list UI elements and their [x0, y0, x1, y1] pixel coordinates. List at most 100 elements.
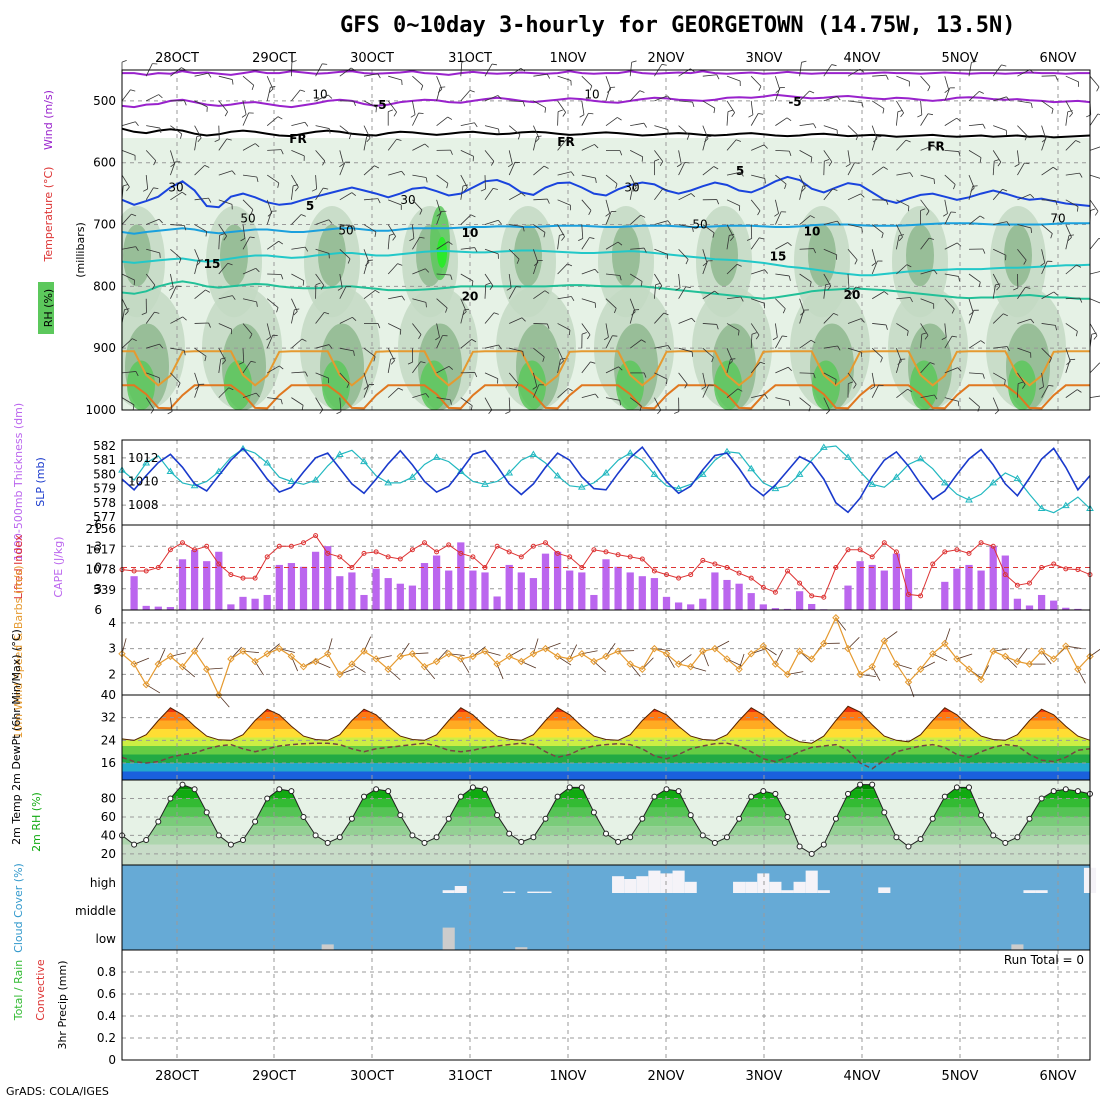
- wind-barb: [847, 347, 862, 353]
- wind-barb: [775, 87, 781, 102]
- li-marker: [1075, 567, 1081, 573]
- wind-barb-feather: [658, 285, 663, 291]
- wind-barb: [920, 394, 935, 399]
- li-marker: [772, 589, 778, 595]
- wind-barb-feather: [349, 134, 352, 140]
- wind-barb: [436, 174, 449, 184]
- wind-barb: [266, 174, 280, 184]
- wind-barb: [218, 358, 222, 373]
- wind-barb-feather: [977, 406, 980, 412]
- date-label-bottom: 6NOV: [1040, 1069, 1077, 1084]
- wind-barb: [412, 100, 416, 115]
- wind-barb: [1065, 323, 1078, 332]
- wind-barb-feather: [701, 386, 706, 390]
- wind-barb-feather: [492, 187, 498, 190]
- wind-barb-feather: [522, 351, 524, 357]
- cape-bar: [783, 608, 792, 610]
- wind-barb-feather: [1077, 389, 1082, 393]
- rh-contour-label: 30: [168, 180, 183, 194]
- wind-barb: [1017, 150, 1020, 165]
- temp-band: [122, 754, 1090, 763]
- rh2m-marker: [845, 790, 851, 797]
- wind10-marker: [360, 647, 368, 655]
- wind-barb: [920, 144, 934, 151]
- wind-barb-feather: [853, 384, 857, 389]
- wind-barb-feather: [578, 238, 583, 242]
- wind-barb: [460, 397, 473, 406]
- wind-barb: [920, 334, 923, 349]
- ylabel-precip: 3hr Precip (mm): [56, 960, 69, 1049]
- wind-barb-feather: [926, 210, 930, 216]
- wind-barb: [629, 214, 641, 225]
- wind10-marker: [904, 678, 913, 686]
- wind-barb: [266, 298, 279, 308]
- li-marker: [736, 570, 742, 576]
- wind-barb: [557, 75, 572, 81]
- wind-barb: [896, 297, 911, 300]
- wind-barb-feather: [568, 329, 571, 336]
- ylabel-temperature: Temperature (°C): [42, 167, 55, 263]
- wind-barb-feather: [995, 283, 1001, 286]
- wind-barb: [170, 347, 185, 351]
- wind-barb-feather: [595, 177, 597, 184]
- wind-barb-feather: [979, 215, 985, 219]
- thickness-line: [121, 445, 1091, 514]
- wind-barb-feather: [746, 238, 752, 241]
- wind-barb-feather: [1052, 166, 1058, 171]
- wind-barb: [968, 62, 972, 77]
- wind-barb: [944, 242, 958, 250]
- wind-barb: [920, 323, 929, 336]
- wind-barb-feather: [302, 280, 305, 286]
- wind-barb-feather: [532, 386, 538, 390]
- wind-barb: [170, 316, 183, 324]
- wind-barb: [412, 237, 420, 250]
- wind-barb-feather: [740, 171, 744, 177]
- thickness-marker: [650, 470, 659, 477]
- wind-barb: [484, 273, 494, 286]
- wind-barb: [702, 347, 714, 358]
- wind-barb: [944, 211, 952, 225]
- rh2m-marker: [808, 850, 815, 857]
- y-tick-rh2m: 40: [101, 828, 116, 842]
- wind-barb: [775, 174, 787, 185]
- wind-barb: [654, 248, 668, 255]
- li-marker: [385, 554, 391, 560]
- rh2m-marker: [953, 784, 960, 791]
- wind-barb: [605, 273, 620, 276]
- temp-contour-label: 10: [804, 225, 821, 239]
- wind-barb-feather: [909, 297, 913, 303]
- wind-barb-feather: [631, 60, 637, 63]
- thickness-marker: [1013, 474, 1022, 482]
- rh2m-marker: [869, 781, 876, 788]
- wind-barb: [242, 323, 253, 335]
- cape-bar: [517, 572, 525, 610]
- wind-barb: [993, 221, 1007, 225]
- li-marker: [216, 561, 222, 567]
- wind10-barb: [230, 646, 242, 660]
- cloud-high-bar: [805, 870, 818, 893]
- wind10-marker: [263, 650, 271, 658]
- wind-barb: [847, 162, 855, 176]
- li-marker: [494, 543, 500, 549]
- cape-bar: [1001, 555, 1009, 610]
- wind-barb-feather: [759, 237, 765, 240]
- date-label-bottom: 2NOV: [648, 1069, 685, 1084]
- wind-barb: [533, 372, 538, 387]
- date-label-bottom: 29OCT: [252, 1069, 296, 1084]
- wind-barb-feather: [924, 335, 929, 340]
- wind10-marker: [287, 652, 296, 661]
- wind-barb: [1065, 75, 1079, 83]
- wind-barb: [944, 199, 948, 214]
- wind-barb-feather: [328, 94, 333, 99]
- wind-barb: [266, 323, 271, 338]
- li-marker: [918, 593, 924, 599]
- wind-barb: [871, 347, 883, 359]
- date-label-bottom: 4NOV: [844, 1069, 881, 1084]
- li-marker: [1002, 572, 1008, 578]
- wind-barb-feather: [425, 302, 427, 308]
- cape-bar: [178, 559, 187, 610]
- rh2m-marker: [772, 790, 779, 797]
- wind-barb: [484, 284, 487, 299]
- thickness-marker: [287, 477, 296, 484]
- wind-barb-feather: [293, 311, 298, 316]
